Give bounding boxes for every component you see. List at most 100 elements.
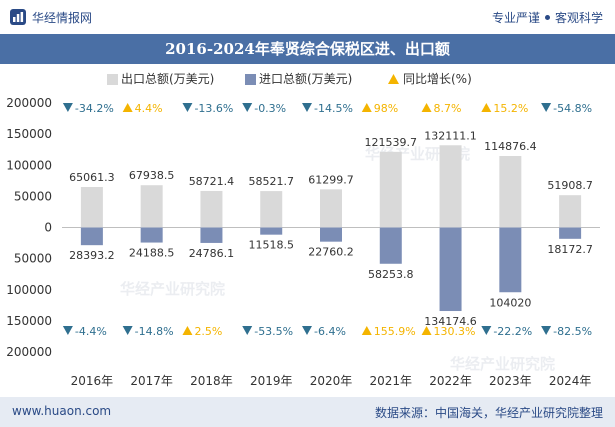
- footer-url: www.huaon.com: [12, 404, 112, 418]
- import-growth-label: -53.5%: [254, 325, 293, 338]
- y-tick-label: 100000: [6, 283, 52, 297]
- watermark-text-0: 华经产业研究院: [120, 280, 225, 298]
- x-category-label: 2017年: [130, 374, 173, 388]
- export-value-label: 58721.4: [189, 175, 235, 188]
- import-bar: [559, 227, 582, 239]
- export-growth-down-icon: [242, 103, 253, 112]
- export-value-label: 61299.7: [308, 173, 354, 186]
- export-growth-label: 15.2%: [493, 102, 528, 115]
- import-growth-label: -82.5%: [553, 325, 592, 338]
- import-value-label: 58253.8: [368, 268, 414, 281]
- export-growth-down-icon: [302, 103, 312, 112]
- export-growth-label: 98%: [374, 102, 398, 115]
- export-value-label: 67938.5: [129, 169, 175, 182]
- legend-import-label: 进口总额(万美元): [259, 72, 352, 86]
- import-bar: [439, 227, 462, 312]
- import-growth-label: 155.9%: [374, 325, 416, 338]
- export-value-label: 114876.4: [484, 140, 537, 153]
- import-growth-label: -6.4%: [314, 325, 346, 338]
- y-tick-label: 200000: [6, 96, 52, 110]
- export-bar: [140, 185, 163, 228]
- import-value-label: 11518.5: [248, 239, 294, 252]
- export-growth-label: -0.3%: [254, 102, 286, 115]
- import-growth-up-icon: [361, 326, 372, 335]
- import-growth-up-icon: [182, 326, 193, 335]
- legend-export-swatch: [107, 74, 118, 85]
- legend-export-label: 出口总额(万美元): [121, 72, 214, 86]
- x-category-label: 2019年: [250, 374, 293, 388]
- export-bar: [379, 151, 402, 228]
- import-growth-down-icon: [481, 326, 492, 335]
- export-growth-down-icon: [541, 103, 552, 112]
- top-bar: 华经情报网 专业严谨 客观科学: [0, 0, 615, 34]
- export-growth-down-icon: [182, 103, 193, 112]
- import-growth-down-icon: [242, 326, 253, 335]
- y-tick-label: 200000: [6, 345, 52, 359]
- export-value-label: 65061.3: [69, 171, 115, 184]
- slogan-dot-icon: [544, 15, 550, 20]
- x-category-label: 2024年: [549, 374, 592, 388]
- y-tick-label: 0: [44, 221, 52, 235]
- huajing-logo-icon: [10, 9, 26, 25]
- export-growth-up-icon: [421, 103, 432, 112]
- export-bar: [499, 155, 522, 228]
- brand-name: 华经情报网: [32, 11, 93, 25]
- footer: www.huaon.com 数据来源：中国海关，华经产业研究院整理: [0, 397, 615, 427]
- import-growth-label: 2.5%: [194, 325, 222, 338]
- import-bar: [140, 227, 163, 243]
- export-growth-up-icon: [481, 103, 492, 112]
- legend-import-swatch: [245, 74, 256, 85]
- y-tick-label: 150000: [6, 314, 52, 328]
- import-growth-label: 130.3%: [434, 325, 476, 338]
- x-category-label: 2020年: [310, 374, 353, 388]
- export-value-label: 51908.7: [547, 179, 593, 192]
- import-value-label: 104020: [489, 296, 531, 309]
- export-growth-label: 4.4%: [135, 102, 163, 115]
- watermark-text-2: 华经产业研究院: [450, 355, 555, 373]
- import-growth-down-icon: [122, 326, 133, 335]
- export-growth-label: 8.7%: [434, 102, 462, 115]
- import-value-label: 134174.6: [424, 315, 477, 328]
- import-growth-label: -4.4%: [75, 325, 107, 338]
- import-bar: [499, 227, 522, 293]
- import-value-label: 22760.2: [308, 246, 354, 259]
- export-value-label: 58521.7: [248, 175, 294, 188]
- export-bar: [80, 186, 103, 228]
- import-growth-label: -14.8%: [135, 325, 174, 338]
- import-bar: [260, 227, 283, 235]
- import-value-label: 24786.1: [189, 247, 235, 260]
- import-bar: [320, 227, 342, 242]
- export-bar: [260, 191, 283, 228]
- slogan: 专业严谨 客观科学: [492, 9, 603, 26]
- chart-title: 2016-2024年奉贤综合保税区进、出口额: [0, 34, 615, 64]
- export-bar: [439, 145, 462, 228]
- import-value-label: 24188.5: [129, 247, 175, 260]
- import-growth-down-icon: [541, 326, 552, 335]
- export-bar: [559, 195, 582, 228]
- y-tick-label: 150000: [6, 127, 52, 141]
- import-value-label: 18172.7: [547, 243, 593, 256]
- export-growth-label: -14.5%: [314, 102, 353, 115]
- import-growth-down-icon: [302, 326, 312, 335]
- y-tick-label: 50000: [14, 252, 52, 266]
- legend-growth-label: 同比增长(%): [403, 72, 472, 86]
- import-value-label: 28393.2: [69, 249, 115, 262]
- slogan-right: 客观科学: [554, 11, 603, 25]
- export-growth-up-icon: [361, 103, 372, 112]
- x-category-label: 2021年: [370, 374, 413, 388]
- y-tick-label: 100000: [6, 158, 52, 172]
- y-tick-label: 50000: [14, 189, 52, 203]
- slogan-left: 专业严谨: [491, 11, 540, 25]
- import-growth-down-icon: [62, 326, 73, 335]
- x-category-label: 2022年: [429, 374, 472, 388]
- export-growth-up-icon: [122, 103, 133, 112]
- export-growth-label: -54.8%: [553, 102, 592, 115]
- import-bar: [379, 227, 402, 264]
- export-value-label: 132111.1: [424, 129, 477, 142]
- import-growth-label: -22.2%: [493, 325, 532, 338]
- import-growth-up-icon: [421, 326, 432, 335]
- export-value-label: 121539.7: [365, 136, 418, 149]
- export-bar: [200, 190, 223, 228]
